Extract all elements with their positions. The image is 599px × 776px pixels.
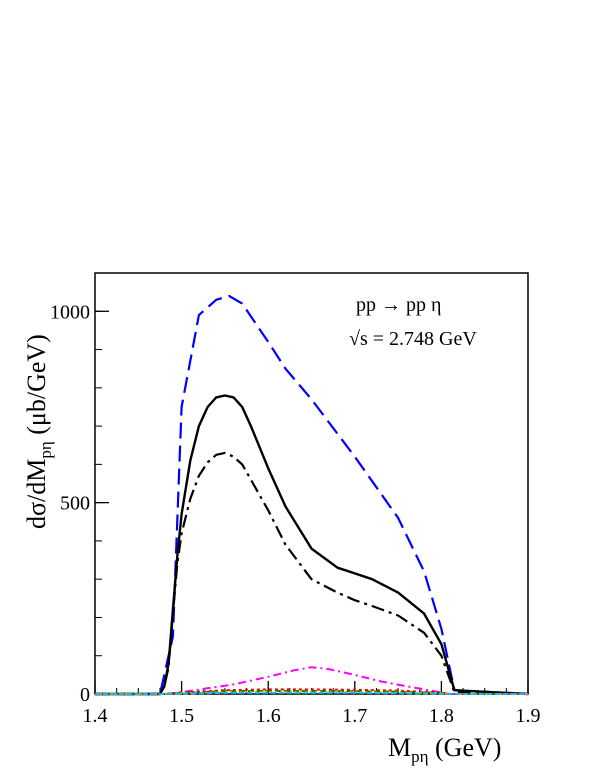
x-axis-ticks: 1.4 1.5 1.6 1.7 1.8 1.9: [83, 681, 541, 727]
y-axis-title-suffix: (μb/GeV): [22, 334, 51, 441]
y-axis-ticks: 0 500 1000: [50, 273, 109, 706]
x-axis-title-main: M: [388, 733, 411, 762]
y-tick-label: 0: [80, 684, 90, 706]
x-tick-label: 1.7: [342, 705, 367, 727]
y-axis-title-main: dσ/dM: [22, 459, 51, 529]
series-line-1: [95, 296, 528, 694]
x-tick-label: 1.8: [429, 705, 454, 727]
series-layer: [95, 296, 528, 694]
x-tick-label: 1.4: [83, 705, 108, 727]
y-tick-label: 1000: [50, 301, 90, 323]
series-line-2: [95, 396, 528, 695]
annotation-energy: √s = 2.748 GeV: [349, 328, 477, 350]
x-tick-label: 1.5: [169, 705, 194, 727]
x-axis-title-suffix: (GeV): [429, 733, 502, 762]
series-line-3: [95, 453, 528, 694]
x-tick-label: 1.6: [256, 705, 281, 727]
x-tick-label: 1.9: [516, 705, 541, 727]
y-axis-title: dσ/dMpη (μb/GeV): [22, 334, 55, 529]
annotation-energy-root: √s: [349, 328, 368, 350]
y-axis-title-sub: pη: [36, 441, 55, 458]
series-line-8: [95, 693, 528, 694]
x-axis-title: Mpη (GeV): [388, 733, 501, 766]
annotation-reaction: pp → pp η: [356, 294, 441, 316]
x-axis-title-sub: pη: [411, 747, 428, 766]
annotation-energy-value: = 2.748 GeV: [368, 328, 478, 350]
y-tick-label: 500: [60, 493, 90, 515]
